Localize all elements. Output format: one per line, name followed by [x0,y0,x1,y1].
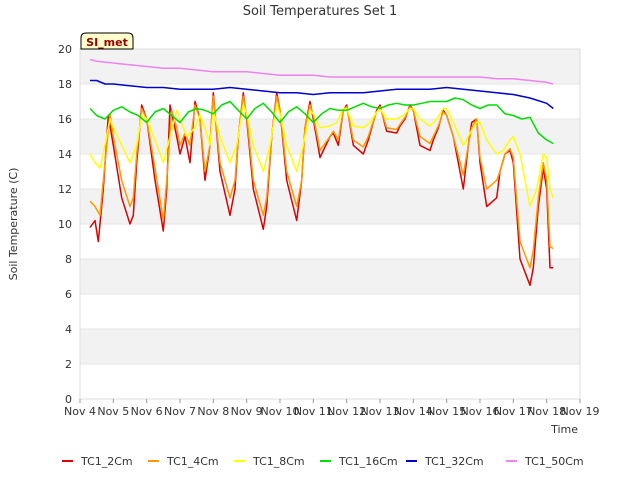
x-tick-label: Nov 18 [527,405,566,418]
plot-band [80,189,580,224]
chart-title: Soil Temperatures Set 1 [243,4,398,19]
legend-label: TC1_2Cm [80,455,133,468]
y-tick-label: 18 [58,78,72,91]
legend-item-tc1-32cm: TC1_32Cm [406,455,484,468]
y-tick-label: 16 [58,113,72,126]
y-tick-label: 8 [65,253,72,266]
site-badge-box [80,32,134,50]
y-tick-label: 4 [65,323,72,336]
site-badge-label: SI_met [86,36,128,49]
x-tick-label: Nov 17 [494,405,533,418]
x-tick-label: Nov 19 [561,405,600,418]
y-tick-label: 20 [58,43,72,56]
site-badge: SI_met [80,32,134,50]
legend-item-tc1-50cm: TC1_50Cm [506,455,584,468]
y-tick-label: 14 [58,148,72,161]
legend-item-tc1-16cm: TC1_16Cm [320,455,398,468]
x-tick-label: Nov 15 [427,405,466,418]
plot-band [80,84,580,119]
x-tick-label: Nov 7 [164,405,196,418]
series-line-tc1-50cm [89,58,554,85]
series-line-tc1-4cm [89,95,554,269]
x-tick-label: Nov 5 [97,405,129,418]
y-tick-label: 6 [65,288,72,301]
x-tick-label: Nov 16 [461,405,500,418]
plot-band [80,294,580,329]
x-tick-label: Nov 14 [394,405,433,418]
plot-band [80,224,580,259]
plot-band [80,259,580,294]
x-tick-label: Nov 13 [361,405,400,418]
plot-band [80,329,580,364]
series-line-tc1-32cm [90,79,554,110]
x-tick-label: Nov 12 [327,405,366,418]
x-tick-label: Nov 6 [131,405,163,418]
legend-label: TC1_16Cm [338,455,398,468]
y-axis-ticks: 0 2 4 6 8 10 12 14 16 18 20 [58,43,72,406]
x-tick-label: Nov 11 [294,405,333,418]
legend-item-tc1-8cm: TC1_8Cm [234,455,305,468]
x-tick-label: Nov 8 [197,405,229,418]
legend-label: TC1_32Cm [424,455,484,468]
series-line-tc1-8cm [89,104,555,208]
x-tick-label: Nov 4 [64,405,96,418]
series-line-tc1-16cm [89,97,554,145]
plot-frame [79,48,581,400]
legend-label: TC1_50Cm [524,455,584,468]
legend-item-tc1-4cm: TC1_4Cm [148,455,219,468]
y-tick-label: 12 [58,183,72,196]
y-axis-label: Soil Temperature (C) [7,168,20,281]
y-tick-label: 10 [58,218,72,231]
y-tick-label: 2 [65,358,72,371]
legend-item-tc1-2cm: TC1_2Cm [62,455,133,468]
y-tick-label: 0 [65,393,72,406]
plot-band [80,364,580,399]
x-tick-label: Nov 9 [231,405,263,418]
legend: TC1_2Cm TC1_4Cm TC1_8Cm TC1_16Cm TC1_32Cm TC1… [62,455,584,468]
x-axis-label: Time [550,423,578,436]
legend-label: TC1_4Cm [166,455,219,468]
x-tick-label: Nov 10 [261,405,300,418]
series-lines [89,58,555,287]
plot-background [80,49,580,399]
legend-label: TC1_8Cm [252,455,305,468]
